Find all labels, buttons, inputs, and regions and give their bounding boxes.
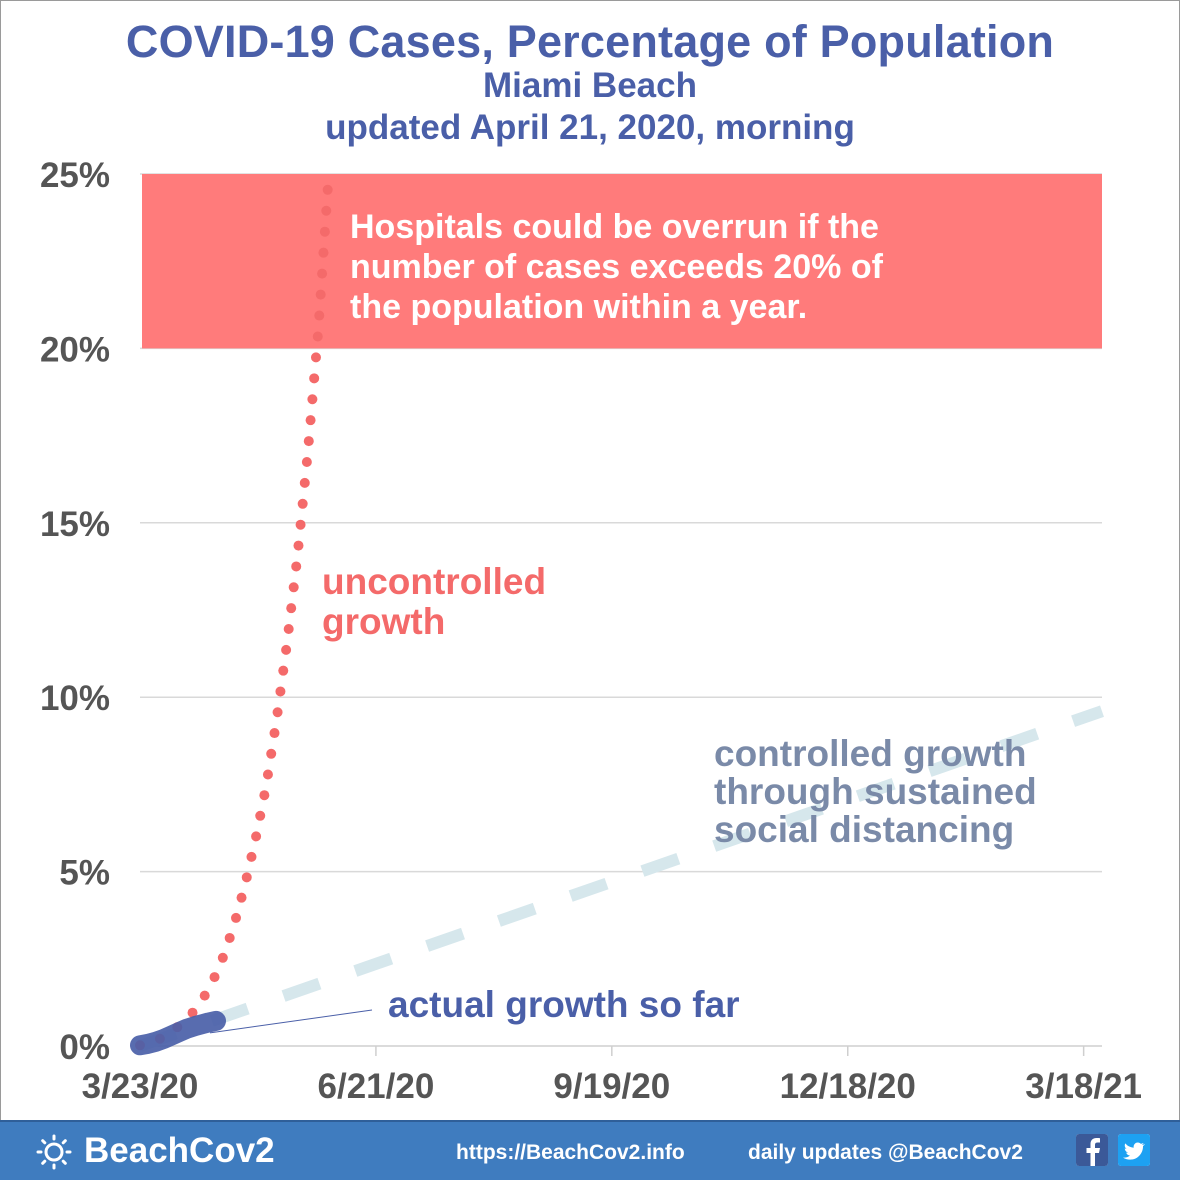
y-tick-label: 25% (40, 156, 110, 195)
series-uncontrolled-dot (307, 394, 318, 405)
series-uncontrolled-dot (231, 912, 242, 923)
series-controlled-line (138, 705, 1104, 1052)
series-controlled-label: through sustained (714, 771, 1037, 812)
series-uncontrolled-dot (217, 952, 228, 963)
threshold-band-text: number of cases exceeds 20% of (350, 248, 884, 286)
y-tick-label: 15% (40, 505, 110, 544)
x-tick-label: 12/18/20 (780, 1067, 916, 1106)
series-uncontrolled-dot (275, 686, 286, 697)
y-tick-label: 5% (59, 854, 110, 893)
series-uncontrolled-dot (293, 540, 304, 551)
threshold-band-text: Hospitals could be overrun if the (350, 208, 879, 246)
y-tick-label: 20% (40, 330, 110, 369)
series-uncontrolled-dot (297, 498, 308, 509)
series-controlled-label: social distancing (714, 809, 1014, 850)
series-uncontrolled-dot (288, 582, 299, 593)
chart-subtitle-city: Miami Beach (483, 66, 697, 105)
series-uncontrolled-dot (312, 331, 323, 342)
y-tick-label: 0% (59, 1028, 110, 1067)
footer-url-link[interactable]: https://BeachCov2.info (456, 1141, 685, 1164)
series-uncontrolled-dot (224, 932, 235, 943)
series-uncontrolled-dot (314, 310, 325, 321)
chart-subtitle-updated: updated April 21, 2020, morning (325, 108, 855, 147)
series-uncontrolled-dot (255, 810, 266, 821)
series-uncontrolled-dot (281, 644, 292, 655)
series-uncontrolled-dot (322, 184, 333, 195)
series-uncontrolled-label: uncontrolled (322, 561, 546, 602)
x-tick-label: 3/18/21 (1025, 1067, 1142, 1106)
series-uncontrolled-dot (259, 790, 270, 801)
series-uncontrolled-dot (286, 603, 297, 614)
x-tick-label: 9/19/20 (553, 1067, 670, 1106)
series-uncontrolled-dot (319, 226, 330, 237)
series-uncontrolled-dot (295, 519, 306, 530)
series-uncontrolled-dot (291, 561, 302, 572)
facebook-icon[interactable] (1076, 1134, 1108, 1166)
threshold-band (142, 174, 1102, 349)
footer-updates-text: daily updates @BeachCov2 (748, 1141, 1023, 1164)
series-uncontrolled-dot (266, 748, 277, 759)
x-tick-label: 6/21/20 (318, 1067, 435, 1106)
series-uncontrolled-dot (251, 831, 262, 842)
series-uncontrolled-dot (209, 972, 220, 983)
chart-title: COVID-19 Cases, Percentage of Population (125, 16, 1055, 67)
series-uncontrolled-dot (299, 477, 310, 488)
series-uncontrolled-dot (262, 769, 273, 780)
series-uncontrolled-dot (241, 872, 252, 883)
x-tick-label: 3/23/20 (82, 1067, 199, 1106)
series-uncontrolled-dot (272, 707, 283, 718)
threshold-band-text: the population within a year. (350, 288, 807, 326)
series-uncontrolled-dot (305, 415, 316, 426)
series-controlled-label: controlled growth (714, 733, 1026, 774)
series-uncontrolled-dot (321, 205, 332, 216)
series-actual-leader (209, 1009, 373, 1034)
series-actual-line (130, 1010, 226, 1056)
series-uncontrolled-dot (315, 289, 326, 300)
series-uncontrolled-dot (310, 352, 321, 363)
series-uncontrolled-dot (301, 457, 312, 468)
sun-icon (36, 1134, 72, 1170)
series-uncontrolled-dot (303, 436, 314, 447)
series-actual-label: actual growth so far (388, 984, 740, 1025)
footer-brand: BeachCov2 (84, 1131, 275, 1170)
twitter-icon[interactable] (1118, 1134, 1150, 1166)
series-uncontrolled-dot (283, 624, 294, 635)
series-uncontrolled-dot (278, 665, 289, 676)
series-uncontrolled-dot (318, 247, 329, 258)
chart-plot: Hospitals could be overrun if thenumber … (40, 156, 1142, 1106)
series-uncontrolled-label: growth (322, 601, 445, 642)
series-uncontrolled-dot (199, 990, 210, 1001)
footer-bar: BeachCov2 https://BeachCov2.info daily u… (0, 1120, 1180, 1180)
series-uncontrolled-dot (236, 892, 247, 903)
series-uncontrolled-dot (269, 728, 280, 739)
series-uncontrolled-dot (187, 1007, 198, 1018)
series-uncontrolled-dot (246, 851, 257, 862)
y-tick-label: 10% (40, 679, 110, 718)
series-uncontrolled-dot (309, 373, 320, 384)
series-uncontrolled-dot (317, 268, 328, 279)
